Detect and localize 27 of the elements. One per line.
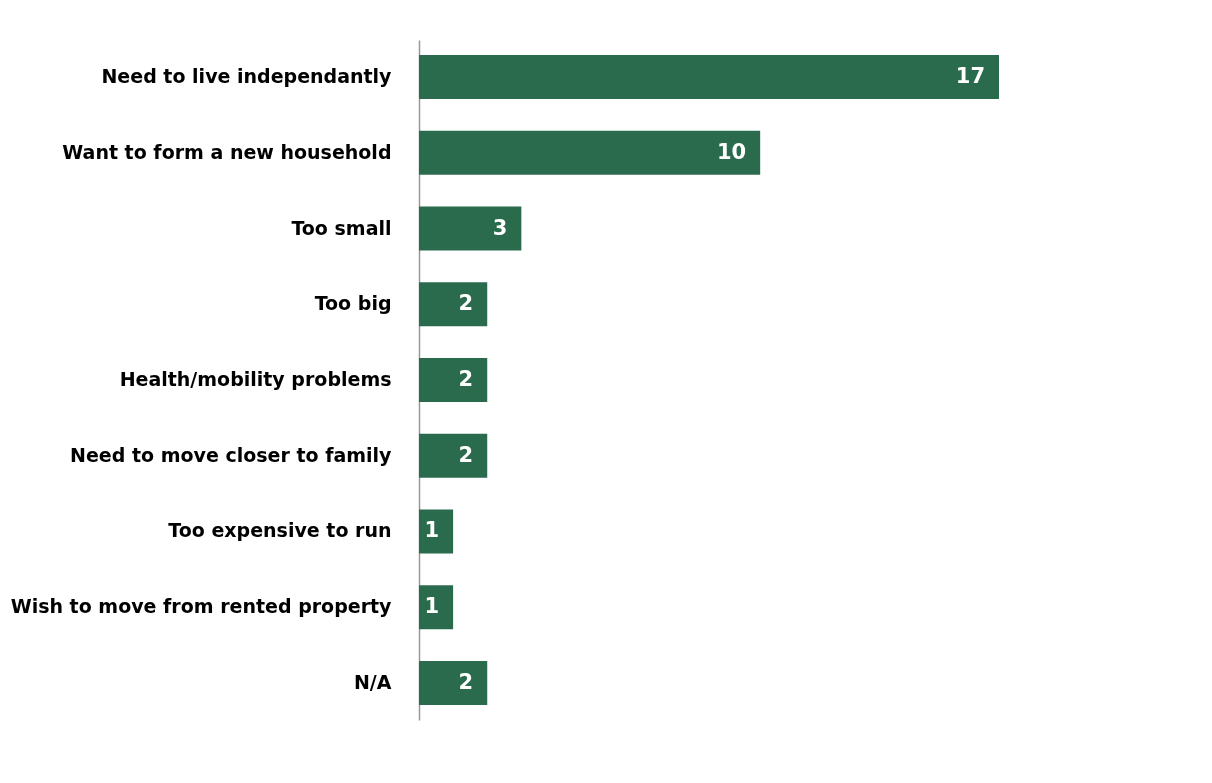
data-label: 17 — [955, 64, 985, 89]
data-label: 2 — [458, 442, 474, 467]
y-tick-label: N/A — [353, 670, 392, 693]
bar — [419, 585, 454, 630]
data-label: 3 — [492, 215, 508, 240]
data-label: 1 — [424, 594, 440, 619]
data-label: 2 — [458, 669, 474, 694]
bar — [419, 282, 488, 327]
y-tick-label: Need to move closer to family — [70, 443, 393, 466]
y-tick-label: Health/mobility problems — [119, 368, 392, 390]
data-label: 10 — [716, 139, 747, 164]
y-tick-label: Need to live independantly — [101, 65, 393, 88]
data-label: 2 — [458, 291, 474, 316]
y-tick-label: Too expensive to run — [168, 519, 392, 542]
y-tick-label: Wish to move from rented property — [10, 595, 393, 618]
bar — [419, 358, 488, 402]
y-tick-label: Want to form a new household — [62, 140, 392, 163]
y-tick-label: Too small — [291, 216, 392, 239]
y-tick-label: Too big — [314, 292, 392, 315]
bar — [419, 433, 488, 478]
bar — [419, 509, 454, 554]
bar — [419, 660, 488, 705]
data-label: 2 — [458, 367, 474, 391]
bar — [419, 55, 999, 100]
bar — [419, 206, 522, 251]
data-label: 1 — [424, 518, 440, 543]
bar — [419, 130, 761, 175]
